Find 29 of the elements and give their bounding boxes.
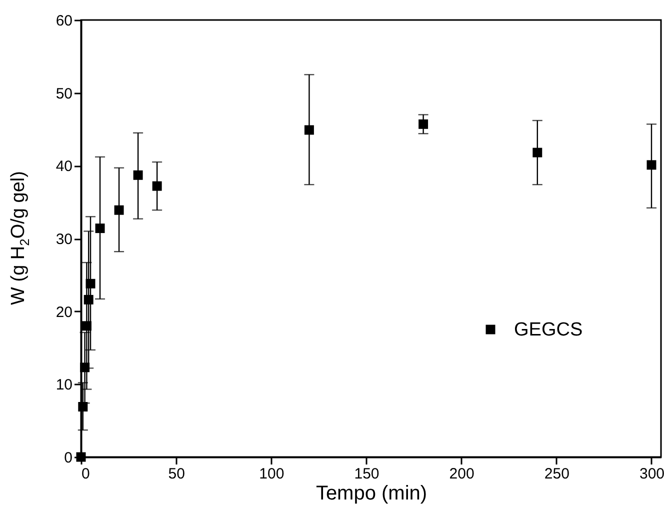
- point: [152, 181, 162, 191]
- point: [80, 362, 90, 372]
- x-tick-label: 250: [544, 466, 570, 482]
- x-tick-label: 150: [354, 466, 380, 482]
- x-tick-label: 50: [168, 466, 185, 482]
- x-tick-label: 200: [449, 466, 474, 482]
- x-tick-label: 0: [82, 466, 90, 482]
- y-tick-label: 20: [56, 304, 72, 321]
- point: [82, 321, 92, 331]
- y-tick-label: 50: [56, 85, 72, 102]
- y-tick-label: 40: [56, 158, 72, 176]
- point: [114, 205, 124, 215]
- point: [532, 148, 542, 158]
- x-axis-title: Tempo (min): [316, 482, 428, 504]
- y-tick-label: 0: [64, 450, 72, 466]
- point: [86, 278, 96, 288]
- point: [84, 294, 94, 304]
- x-tick-label: 300: [639, 466, 664, 482]
- y-tick-label: 60: [56, 12, 72, 30]
- x-tick-label: 100: [259, 466, 284, 482]
- point: [646, 160, 656, 170]
- y-tick-label: 30: [56, 231, 72, 248]
- legend-label: GEGCS: [514, 320, 583, 340]
- point: [418, 119, 428, 129]
- point: [95, 224, 105, 234]
- point: [78, 402, 88, 412]
- point: [304, 125, 314, 135]
- y-tick-label: 10: [56, 376, 72, 394]
- point: [133, 170, 143, 180]
